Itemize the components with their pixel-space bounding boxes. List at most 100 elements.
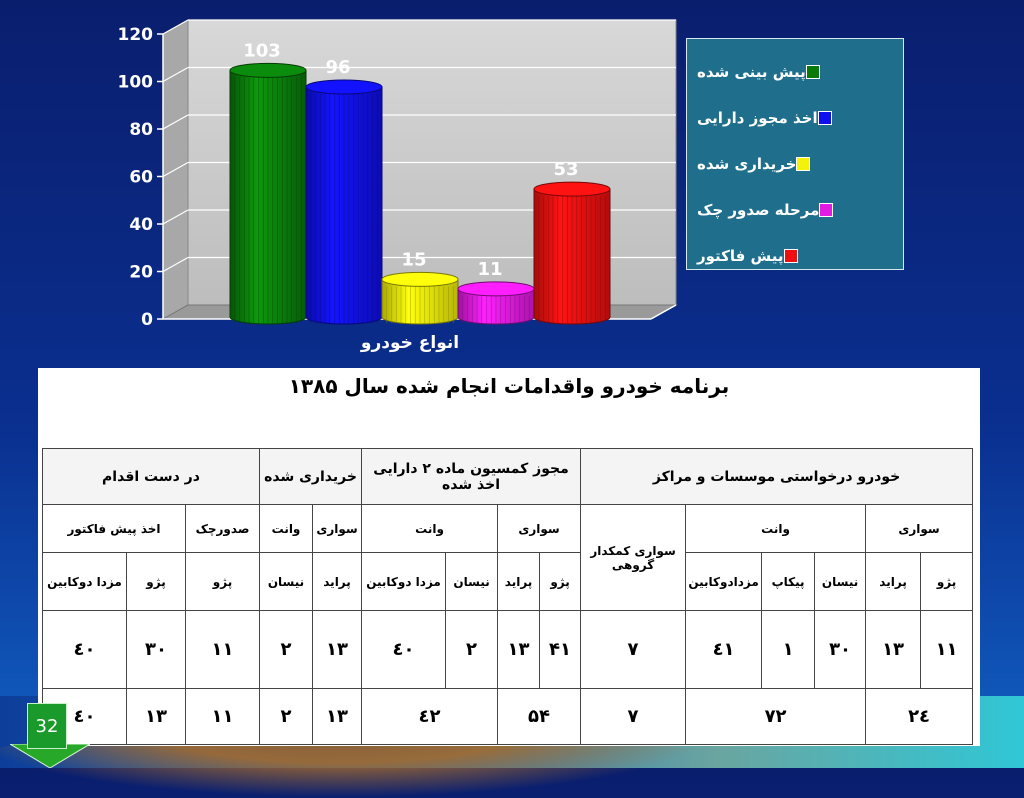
table-cell: ۱۳ bbox=[312, 610, 363, 689]
group-header: خودرو درخواستی موسسات و مراکز bbox=[580, 448, 974, 505]
table-cell: ٤۱ bbox=[685, 610, 763, 689]
legend-label: پیش فاکتور bbox=[697, 247, 784, 265]
data-label: 11 bbox=[477, 259, 502, 280]
table-title: برنامه خودرو واقدامات انجام شده سال ۱۳۸۵ bbox=[288, 374, 730, 398]
group-header: مجوز کمسیون ماده ۲ دارایی اخذ شده bbox=[361, 448, 582, 505]
vehicle-table: خودرو درخواستی موسسات و مراکز مجوز کمسیو… bbox=[42, 448, 974, 745]
bar-top bbox=[229, 62, 307, 78]
bar-4 bbox=[533, 181, 611, 325]
model-header: پژو bbox=[185, 552, 260, 611]
model-header: مزدا دوکابین bbox=[42, 552, 127, 611]
value-labels: 103 96 15 11 53 bbox=[243, 40, 578, 280]
group-header: در دست اقدام bbox=[42, 448, 260, 505]
table-cell: ۵۴ bbox=[497, 688, 582, 745]
bar-3 bbox=[457, 281, 535, 325]
table-cell: ۱۳ bbox=[312, 688, 363, 745]
gridline bbox=[162, 209, 189, 225]
table-cell: ۷ bbox=[580, 688, 687, 745]
legend-swatch-forecast bbox=[805, 65, 820, 79]
sub-header: اخذ پیش فاکتور bbox=[42, 504, 186, 553]
legend-swatch-invoice bbox=[783, 249, 798, 263]
model-header: مزدا دوکابین bbox=[361, 552, 447, 611]
table-cell: ۱۳ bbox=[865, 610, 922, 689]
model-header: نیسان bbox=[258, 552, 314, 611]
model-header: نیسان bbox=[445, 552, 499, 611]
sub-header: وانت bbox=[685, 504, 867, 553]
table-cell: ۱۱ bbox=[920, 610, 974, 689]
table-cell: ۱۱ bbox=[185, 610, 260, 689]
legend-item: مرحله صدور چک bbox=[697, 187, 893, 233]
sub-header: سواری bbox=[312, 504, 363, 553]
legend-label: پیش بینی شده bbox=[697, 63, 806, 81]
y-tick-label: 100 bbox=[118, 73, 154, 93]
table-cell: ۱۱ bbox=[185, 688, 260, 745]
table-cell: ۱۳ bbox=[126, 688, 186, 745]
model-header: مزدادوکابین bbox=[685, 552, 763, 611]
legend-item: خریداری شده bbox=[697, 141, 893, 187]
table-cell: ۲٤ bbox=[865, 688, 974, 745]
model-header: پژو bbox=[126, 552, 186, 611]
y-tick-label: 120 bbox=[118, 25, 154, 45]
y-tick-label: 60 bbox=[129, 168, 153, 188]
table-cell: ۲ bbox=[445, 610, 499, 689]
bar-chart: 0 20 40 60 80 100 120 103 96 15 11 53 انواع خودرو bbox=[118, 19, 678, 353]
chart-legend: پیش بینی شده اخذ مجوز دارایی خریداری شده… bbox=[686, 38, 904, 270]
data-label: 53 bbox=[553, 159, 578, 180]
legend-item: اخذ مجوز دارایی bbox=[697, 95, 893, 141]
table-cell: ۴۱ bbox=[539, 610, 582, 689]
x-axis-line bbox=[650, 304, 677, 320]
model-header: پژو bbox=[539, 552, 582, 611]
legend-item: پیش بینی شده bbox=[697, 49, 893, 95]
gridline bbox=[162, 161, 189, 178]
sub-header: سواری کمکدار گروهی bbox=[580, 504, 687, 611]
table-cell: ۱۳ bbox=[497, 610, 541, 689]
bar-2 bbox=[381, 271, 459, 325]
bar-0 bbox=[229, 62, 307, 325]
table-panel: برنامه خودرو واقدامات انجام شده سال ۱۳۸۵… bbox=[38, 368, 980, 746]
gridline bbox=[162, 256, 189, 273]
legend-label: مرحله صدور چک bbox=[697, 201, 820, 219]
table-cell: ۷ bbox=[580, 610, 687, 689]
table-cell: ۱ bbox=[761, 610, 816, 689]
bar-top bbox=[533, 181, 611, 197]
sub-header: صدورچک bbox=[185, 504, 260, 553]
group-header: خریداری شده bbox=[258, 448, 363, 505]
legend-swatch-purchased bbox=[796, 157, 811, 171]
model-header: پژو bbox=[920, 552, 974, 611]
page-number-badge[interactable]: 32 bbox=[27, 703, 67, 749]
x-axis-label: انواع خودرو bbox=[360, 333, 459, 353]
model-header: نیسان bbox=[814, 552, 867, 611]
legend-item: پیش فاکتور bbox=[697, 233, 893, 279]
sub-header: سواری bbox=[865, 504, 974, 553]
legend-label: خریداری شده bbox=[697, 155, 797, 173]
table-cell: ٤۰ bbox=[42, 610, 127, 689]
table-cell: ٤۲ bbox=[361, 688, 499, 745]
gridline bbox=[162, 114, 189, 130]
table-cell: ۳۰ bbox=[126, 610, 186, 689]
table-cell: ۳۰ bbox=[814, 610, 867, 689]
legend-swatch-check bbox=[819, 203, 834, 217]
down-arrow-icon bbox=[10, 744, 90, 768]
bar-top bbox=[305, 79, 383, 95]
y-tick-label: 0 bbox=[141, 310, 153, 330]
model-header: پراید bbox=[865, 552, 922, 611]
legend-label: اخذ مجوز دارایی bbox=[697, 109, 818, 127]
bar-1 bbox=[305, 79, 383, 325]
bar-top bbox=[381, 271, 459, 287]
bars bbox=[229, 62, 611, 325]
table-cell: ۲ bbox=[258, 610, 314, 689]
data-label: 103 bbox=[243, 40, 281, 61]
data-label: 96 bbox=[325, 57, 350, 78]
model-header: پیکاپ bbox=[761, 552, 816, 611]
y-tick-label: 80 bbox=[129, 120, 153, 140]
table-cell: ۲ bbox=[258, 688, 314, 745]
sub-header: سواری bbox=[497, 504, 582, 553]
sub-header: وانت bbox=[361, 504, 499, 553]
y-tick-label: 20 bbox=[129, 263, 153, 283]
gridline bbox=[162, 19, 189, 35]
table-cell: ۷۲ bbox=[685, 688, 867, 745]
model-header: پراید bbox=[497, 552, 541, 611]
bar-top bbox=[457, 281, 535, 297]
table-cell: ٤۰ bbox=[361, 610, 447, 689]
gridline bbox=[162, 66, 189, 83]
